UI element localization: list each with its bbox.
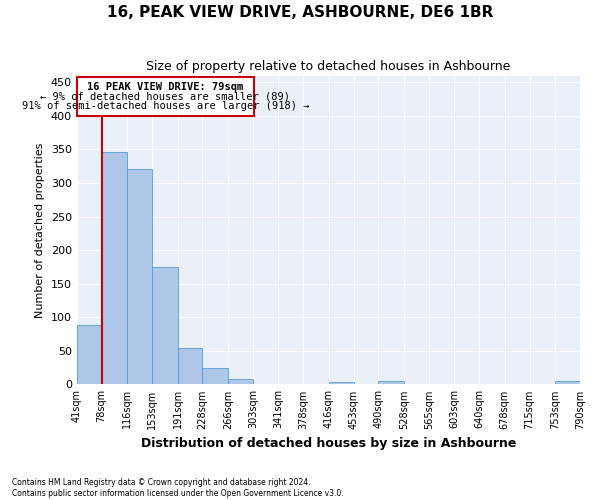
Bar (228, 379, 253, 384)
Bar (178, 348, 202, 385)
Text: 16 PEAK VIEW DRIVE: 79sqm: 16 PEAK VIEW DRIVE: 79sqm (88, 82, 244, 92)
Text: 91% of semi-detached houses are larger (918) →: 91% of semi-detached houses are larger (… (22, 101, 309, 111)
Bar (202, 368, 228, 384)
Bar (379, 381, 404, 384)
X-axis label: Distribution of detached houses by size in Ashbourne: Distribution of detached houses by size … (141, 437, 516, 450)
Y-axis label: Number of detached properties: Number of detached properties (35, 142, 45, 318)
Bar (329, 382, 353, 384)
Text: ← 9% of detached houses are smaller (89): ← 9% of detached houses are smaller (89) (40, 92, 290, 102)
FancyBboxPatch shape (77, 77, 254, 116)
Bar (127, 169, 152, 384)
Bar (152, 267, 178, 384)
Title: Size of property relative to detached houses in Ashbourne: Size of property relative to detached ho… (146, 60, 511, 73)
Bar (555, 381, 580, 384)
Text: 16, PEAK VIEW DRIVE, ASHBOURNE, DE6 1BR: 16, PEAK VIEW DRIVE, ASHBOURNE, DE6 1BR (107, 5, 493, 20)
Bar (101, 152, 127, 384)
Text: Contains HM Land Registry data © Crown copyright and database right 2024.
Contai: Contains HM Land Registry data © Crown c… (12, 478, 344, 498)
Bar (77, 324, 101, 384)
